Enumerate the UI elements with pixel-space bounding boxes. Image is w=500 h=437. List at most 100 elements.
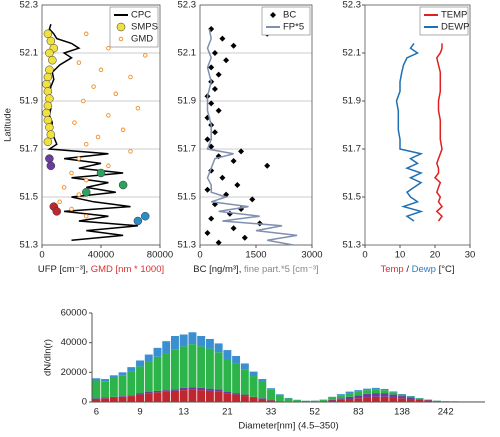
y-tick-label: 51.5: [178, 192, 197, 203]
y-tick-label: 51.5: [343, 192, 362, 203]
point: [43, 72, 53, 82]
bar-segment: [363, 397, 372, 402]
bar-segment: [144, 361, 153, 392]
bar-segment: [345, 396, 354, 400]
point: [230, 158, 237, 164]
plot-frame: [364, 4, 471, 246]
x-tick-label: 9: [137, 407, 142, 418]
bar-segment: [328, 400, 337, 402]
point: [106, 163, 111, 169]
bar-segment: [214, 391, 223, 402]
point: [234, 182, 241, 188]
bar-segment: [223, 391, 232, 394]
bar-segment: [258, 399, 267, 402]
bar-segment: [371, 387, 380, 390]
x-tick-label: 6: [94, 407, 99, 418]
x-label-part: BC [ng/m³],: [193, 264, 244, 275]
bar-segment: [380, 393, 389, 397]
y-tick-label: 20000: [61, 367, 87, 378]
bar-segment: [354, 398, 363, 402]
point: [208, 215, 215, 222]
bar-segment: [153, 390, 162, 393]
bar-segment: [363, 393, 372, 398]
point: [211, 86, 218, 92]
y-tick-label: 52.1: [178, 48, 197, 59]
x-tick-label: 138: [394, 407, 410, 418]
y-tick-label: 51.3: [178, 240, 197, 251]
bar-segment: [171, 335, 179, 350]
point: [98, 67, 104, 73]
bar-segment: [232, 356, 241, 364]
bar-segment: [205, 390, 214, 402]
bar-segment: [267, 389, 275, 401]
point: [128, 149, 133, 154]
bar-segment: [118, 396, 127, 397]
bar-segment: [363, 390, 372, 394]
legend-label: TEMP: [441, 10, 467, 21]
legend-swatch: [116, 22, 126, 32]
bar-segment: [275, 395, 284, 401]
plot-frame: [41, 4, 161, 246]
y-tick-label: 0: [82, 397, 87, 408]
point: [45, 123, 54, 132]
point: [230, 42, 237, 49]
x-tick-label: 33: [266, 407, 277, 418]
bar-segment: [354, 391, 363, 396]
point: [128, 74, 133, 80]
bar-segment: [406, 396, 415, 398]
point: [61, 185, 67, 190]
bar-segment: [249, 397, 258, 402]
bar-segment: [92, 398, 101, 400]
bar-segment: [398, 396, 406, 399]
point: [83, 177, 89, 183]
bar-segment: [127, 367, 136, 372]
point: [211, 129, 218, 136]
point: [46, 130, 56, 139]
bar-segment: [389, 392, 398, 395]
y-axis-label: Latitude: [3, 108, 14, 142]
y-tick-label: 52.1: [343, 48, 362, 59]
x-axis-label: BC [ng/m³], fine part.*5 [cm⁻³]: [193, 264, 318, 275]
point: [141, 211, 150, 221]
bar-segment: [153, 356, 162, 391]
point: [69, 206, 74, 212]
bar-segment: [328, 396, 337, 398]
x-tick-label: 13: [178, 407, 189, 418]
point: [45, 154, 54, 163]
y-tick-label: 52.1: [20, 48, 39, 59]
x-label-part: UFP [cm⁻³],: [38, 264, 91, 275]
point: [83, 31, 89, 37]
bar-segment: [223, 350, 232, 359]
legend-label: SMPS: [131, 22, 158, 33]
point: [45, 48, 54, 58]
bar-segment: [406, 397, 415, 400]
bar-segment: [92, 380, 101, 399]
bar-segment: [127, 396, 136, 402]
legend-label: DEWP: [441, 22, 470, 33]
bar-segment: [188, 332, 197, 345]
bar-segment: [127, 395, 136, 397]
y-tick-label: 51.7: [343, 144, 362, 155]
point: [219, 35, 226, 42]
bar-segment: [336, 398, 345, 400]
bar-segment: [144, 393, 153, 402]
point: [226, 210, 233, 217]
bar-segment: [240, 396, 249, 402]
bar-segment: [267, 400, 275, 402]
point: [230, 225, 237, 232]
x-tick-label: 30: [465, 250, 476, 261]
point: [76, 60, 82, 65]
profile-line: [433, 43, 443, 222]
bar-segment: [179, 390, 188, 402]
bar-segment: [232, 393, 241, 395]
bar-segment: [415, 399, 424, 402]
point: [95, 134, 101, 140]
bar-segment: [371, 396, 380, 402]
legend-label: CPC: [131, 10, 151, 21]
point: [82, 187, 91, 197]
point: [135, 105, 141, 111]
bar-segment: [205, 348, 214, 389]
point: [238, 148, 245, 155]
bar-segment: [179, 387, 188, 391]
